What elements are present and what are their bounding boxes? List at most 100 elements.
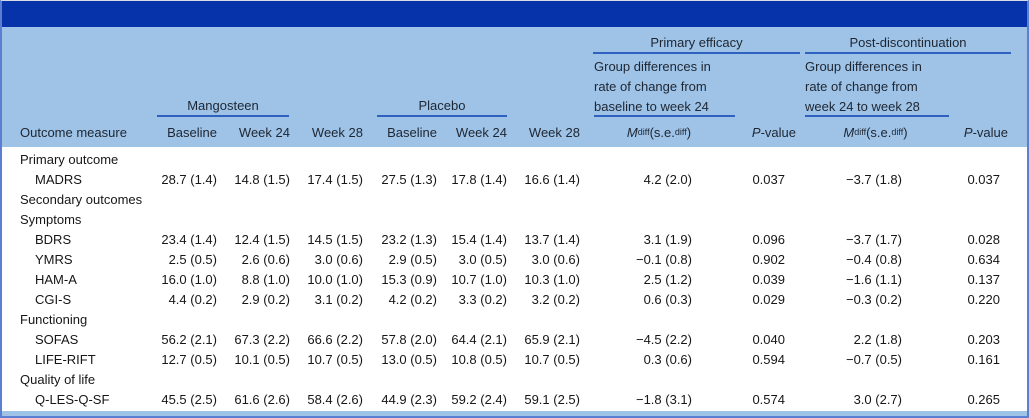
- value-cell: 0.574: [752, 392, 785, 407]
- value-cell: 16.0 (1.0): [161, 272, 217, 287]
- value-cell: 0.040: [752, 332, 785, 347]
- column-group-primary-efficacy: Primary efficacy: [593, 27, 800, 54]
- table-header: Primary efficacy Post-discontinuation Ma…: [2, 27, 1027, 147]
- value-cell: 17.4 (1.5): [307, 172, 363, 187]
- value-cell: 10.7 (0.5): [524, 352, 580, 367]
- col-header-pvalue-post: P -value: [949, 117, 1027, 147]
- mdiff-se: (s.e.: [866, 124, 892, 140]
- pvalue-p: P: [963, 124, 973, 140]
- row-label: BDRS: [35, 232, 72, 247]
- table-row: Symptoms: [2, 210, 1027, 230]
- value-cell: 27.5 (1.3): [381, 172, 437, 187]
- value-cell: 2.9 (0.2): [241, 292, 290, 307]
- subheader-line: Group differences in: [594, 59, 711, 74]
- pvalue-p: P: [751, 124, 761, 140]
- value-cell: 23.2 (1.3): [381, 232, 437, 247]
- mdiff-m: M: [626, 124, 638, 140]
- table-row: CGI-S 4.4 (0.2) 2.9 (0.2) 3.1 (0.2) 4.2 (0.2…: [2, 290, 1027, 310]
- value-cell: 4.2 (0.2): [388, 292, 437, 307]
- value-cell: 0.902: [752, 252, 785, 267]
- table-row: YMRS 2.5 (0.5) 2.6 (0.6) 3.0 (0.6) 2.9 (0.5)…: [2, 250, 1027, 270]
- value-cell: 3.0 (0.5): [458, 252, 507, 267]
- table-row: Q-LES-Q-SF 45.5 (2.5) 61.6 (2.6) 58.4 (2.6)…: [2, 390, 1027, 410]
- value-cell: 0.203: [967, 332, 1000, 347]
- subheader-line: Group differences in: [805, 59, 922, 74]
- table-row: Functioning: [2, 310, 1027, 330]
- value-cell: 0.594: [752, 352, 785, 367]
- table-body: Primary outcome MADRS 28.7 (1.4) 14.8 (1.5)…: [2, 147, 1027, 411]
- subheader-line: rate of change from: [805, 79, 918, 94]
- row-label: SOFAS: [35, 332, 79, 347]
- mdiff-close: ): [903, 124, 908, 140]
- subheader-post-diff: Group differences in rate of change from…: [805, 54, 949, 117]
- row-label: Symptoms: [20, 212, 82, 227]
- value-cell: 3.2 (0.2): [531, 292, 580, 307]
- value-cell: 2.5 (0.5): [168, 252, 217, 267]
- value-cell: 23.4 (1.4): [161, 232, 217, 247]
- mdiff-se: (s.e.: [649, 124, 675, 140]
- value-cell: 2.5 (1.2): [643, 272, 692, 287]
- value-cell: 3.0 (0.6): [314, 252, 363, 267]
- row-label: Secondary outcomes: [20, 192, 143, 207]
- subheader-line: rate of change from: [594, 79, 707, 94]
- value-cell: 28.7 (1.4): [161, 172, 217, 187]
- value-cell: 17.8 (1.4): [451, 172, 507, 187]
- col-header-week28-mangosteen: Week 28: [311, 124, 363, 140]
- value-cell: −0.1 (0.8): [635, 252, 692, 267]
- row-label: Quality of life: [20, 372, 96, 387]
- mdiff-m: M: [843, 124, 855, 140]
- table-row: Secondary outcomes: [2, 190, 1027, 210]
- table-row: Quality of life: [2, 370, 1027, 390]
- value-cell: 3.1 (1.9): [643, 232, 692, 247]
- value-cell: 10.1 (0.5): [234, 352, 290, 367]
- value-cell: 13.7 (1.4): [524, 232, 580, 247]
- value-cell: 67.3 (2.2): [234, 332, 290, 347]
- subheader-line: week 24 to week 28: [805, 99, 920, 114]
- value-cell: 16.6 (1.4): [524, 172, 580, 187]
- column-group-mangosteen: Mangosteen: [157, 54, 289, 117]
- value-cell: 2.2 (1.8): [853, 332, 902, 347]
- value-cell: 0.220: [967, 292, 1000, 307]
- value-cell: 58.4 (2.6): [307, 392, 363, 407]
- col-header-week28-placebo: Week 28: [528, 124, 580, 140]
- value-cell: 66.6 (2.2): [307, 332, 363, 347]
- value-cell: 3.0 (2.7): [853, 392, 902, 407]
- row-label: CGI-S: [35, 292, 72, 307]
- value-cell: 12.7 (0.5): [161, 352, 217, 367]
- row-label: HAM-A: [35, 272, 77, 287]
- value-cell: 4.4 (0.2): [168, 292, 217, 307]
- row-label: MADRS: [35, 172, 82, 187]
- pvalue-rest: -value: [760, 124, 796, 140]
- table-row: LIFE-RIFT 12.7 (0.5) 10.1 (0.5) 10.7 (0.5) 1…: [2, 350, 1027, 370]
- value-cell: 0.265: [967, 392, 1000, 407]
- col-header-baseline-mangosteen: Baseline: [167, 124, 217, 140]
- value-cell: 10.7 (0.5): [307, 352, 363, 367]
- value-cell: 65.9 (2.1): [524, 332, 580, 347]
- value-cell: 3.0 (0.6): [531, 252, 580, 267]
- value-cell: 0.028: [967, 232, 1000, 247]
- value-cell: −0.4 (0.8): [845, 252, 902, 267]
- value-cell: 4.2 (2.0): [643, 172, 692, 187]
- value-cell: 2.6 (0.6): [241, 252, 290, 267]
- subheader-line: baseline to week 24: [594, 99, 709, 114]
- value-cell: 45.5 (2.5): [161, 392, 217, 407]
- table-row: MADRS 28.7 (1.4) 14.8 (1.5) 17.4 (1.5) 27.5 …: [2, 170, 1027, 190]
- col-header-pvalue-primary: P -value: [735, 117, 802, 147]
- row-label: Q-LES-Q-SF: [35, 392, 110, 407]
- value-cell: −0.7 (0.5): [845, 352, 902, 367]
- value-cell: 3.1 (0.2): [314, 292, 363, 307]
- value-cell: 14.5 (1.5): [307, 232, 363, 247]
- value-cell: 0.161: [967, 352, 1000, 367]
- value-cell: 14.8 (1.5): [234, 172, 290, 187]
- value-cell: −3.7 (1.7): [845, 232, 902, 247]
- table-bottom-rule: [2, 411, 1027, 416]
- value-cell: 0.6 (0.3): [643, 292, 692, 307]
- value-cell: 0.037: [752, 172, 785, 187]
- value-cell: 3.3 (0.2): [458, 292, 507, 307]
- column-group-post-discontinuation: Post-discontinuation: [805, 27, 1011, 54]
- value-cell: 10.3 (1.0): [524, 272, 580, 287]
- value-cell: 59.1 (2.5): [524, 392, 580, 407]
- mdiff-close: ): [686, 124, 692, 140]
